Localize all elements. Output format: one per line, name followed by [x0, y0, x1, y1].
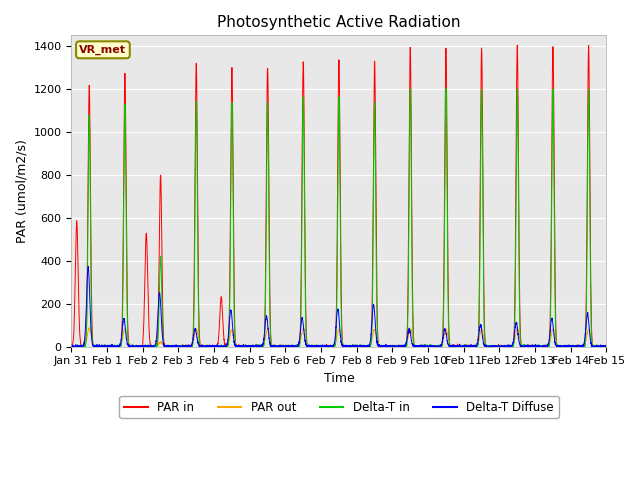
Text: VR_met: VR_met — [79, 45, 127, 55]
Delta-T Diffuse — [186, 344, 194, 349]
PAR out — [557, 344, 564, 349]
PAR out — [85, 325, 93, 331]
Delta-T in — [513, 87, 521, 93]
Delta-T Diffuse — [638, 344, 640, 349]
PAR in — [638, 343, 640, 348]
Line: Delta-T Diffuse: Delta-T Diffuse — [72, 266, 640, 347]
Delta-T in — [378, 344, 386, 349]
Line: PAR in: PAR in — [72, 46, 640, 347]
Delta-T Diffuse — [541, 344, 549, 349]
PAR out — [542, 344, 550, 349]
PAR in — [68, 344, 76, 349]
Line: Delta-T in: Delta-T in — [72, 88, 640, 347]
Delta-T in — [638, 344, 640, 349]
Delta-T Diffuse — [378, 344, 386, 349]
Delta-T in — [556, 344, 564, 349]
Delta-T in — [68, 344, 76, 349]
Delta-T in — [409, 309, 417, 314]
PAR out — [68, 343, 76, 349]
Delta-T Diffuse — [68, 344, 76, 349]
Delta-T Diffuse — [409, 342, 417, 348]
PAR out — [186, 343, 194, 349]
Delta-T in — [541, 343, 549, 348]
Title: Photosynthetic Active Radiation: Photosynthetic Active Radiation — [217, 15, 461, 30]
Delta-T Diffuse — [556, 343, 564, 348]
Legend: PAR in, PAR out, Delta-T in, Delta-T Diffuse: PAR in, PAR out, Delta-T in, Delta-T Dif… — [119, 396, 559, 419]
PAR in — [378, 344, 386, 349]
PAR out — [409, 336, 417, 342]
Delta-T Diffuse — [84, 264, 92, 269]
PAR in — [557, 344, 564, 349]
PAR out — [68, 344, 76, 349]
Delta-T Diffuse — [514, 325, 522, 331]
PAR out — [638, 344, 640, 349]
X-axis label: Time: Time — [324, 372, 355, 385]
Delta-T in — [620, 85, 628, 91]
Y-axis label: PAR (umol/m2/s): PAR (umol/m2/s) — [15, 139, 28, 243]
Delta-T in — [186, 344, 193, 349]
PAR in — [514, 55, 522, 60]
PAR in — [68, 342, 76, 348]
PAR out — [378, 344, 386, 349]
PAR out — [514, 326, 522, 332]
PAR in — [513, 43, 521, 48]
PAR in — [409, 299, 417, 305]
PAR in — [186, 343, 194, 349]
Line: PAR out: PAR out — [72, 328, 640, 347]
PAR in — [542, 343, 550, 349]
